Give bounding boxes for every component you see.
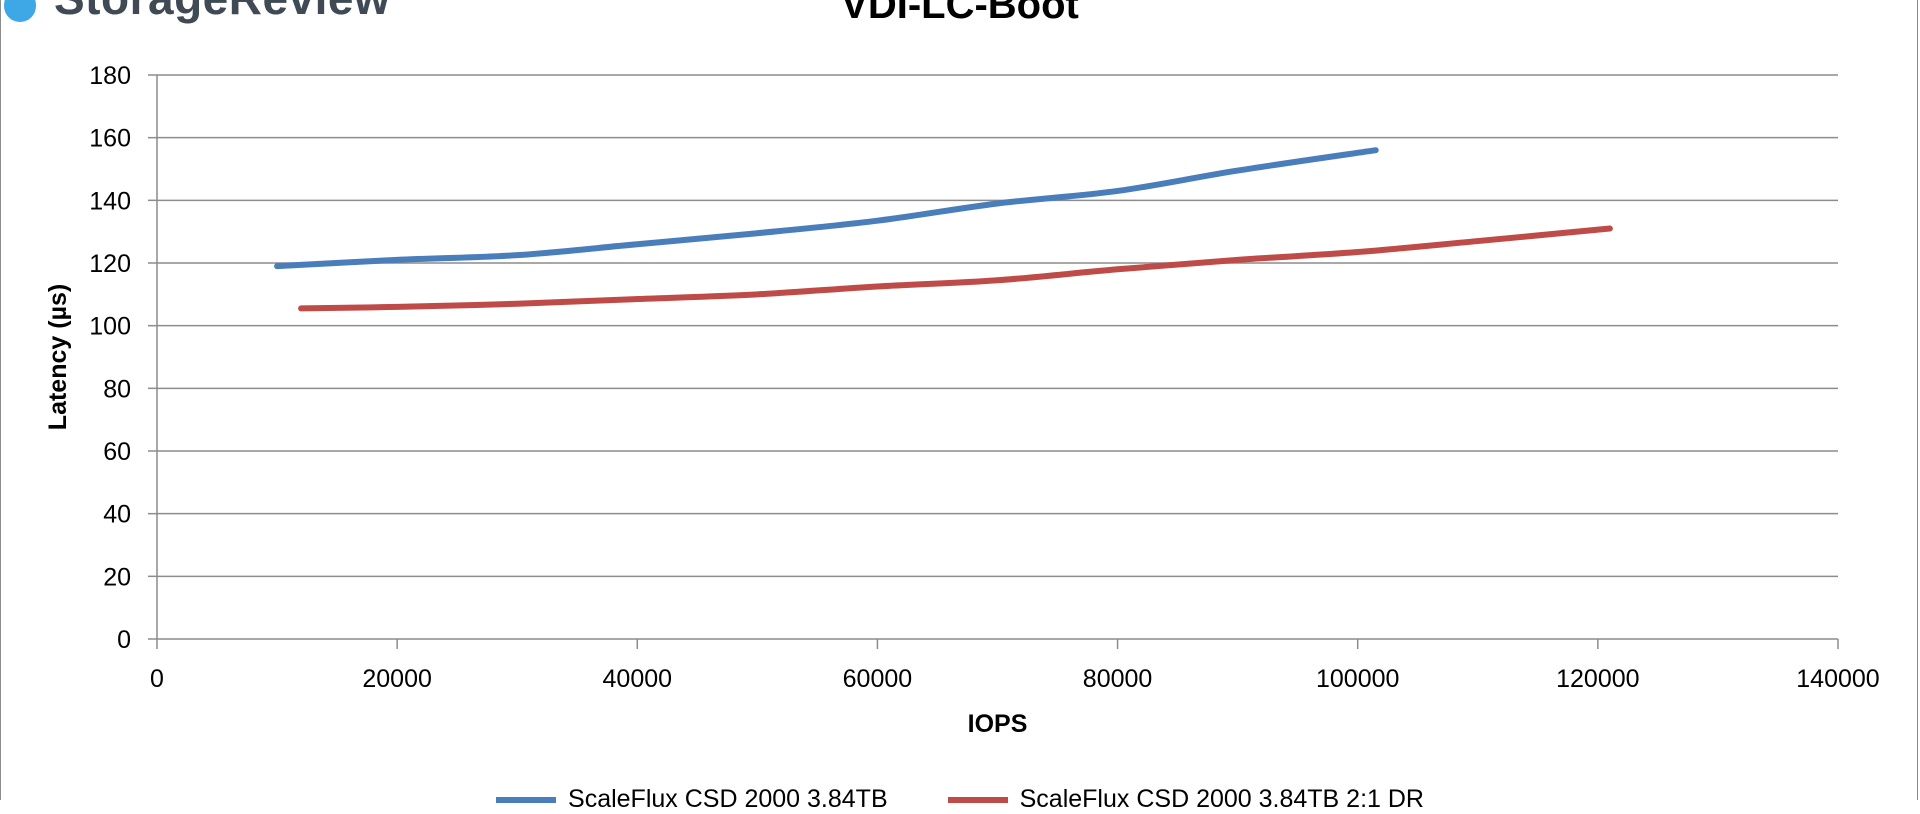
y-tick-label: 140 [89,187,131,215]
x-tick-label: 40000 [603,665,673,693]
x-tick-label: 20000 [362,665,432,693]
y-tick-label: 80 [103,375,131,403]
y-tick-label: 40 [103,501,131,529]
x-axis-title: IOPS [968,710,1028,738]
y-tick-label: 20 [103,563,131,591]
x-tick-label: 120000 [1556,665,1639,693]
y-axis-title: Latency (µs) [44,284,72,430]
x-tick-label: 100000 [1316,665,1399,693]
y-tick-label: 160 [89,125,131,153]
y-tick-label: 60 [103,438,131,466]
gridlines [157,75,1838,576]
series-line-2 [301,229,1610,309]
x-tick-label: 140000 [1796,665,1879,693]
x-tick-label: 80000 [1083,665,1153,693]
axes [148,75,1838,649]
y-tick-label: 0 [117,626,131,654]
y-tick-label: 120 [89,250,131,278]
x-tick-label: 0 [150,665,164,693]
series-line-1 [277,150,1376,266]
tick-labels: 0 20 40 60 80 100 120 140 160 180 0 20000 40000 60000… [89,62,1879,693]
series-lines [277,150,1610,308]
x-tick-label: 60000 [843,665,913,693]
y-tick-label: 180 [89,62,131,90]
y-tick-label: 100 [89,313,131,341]
